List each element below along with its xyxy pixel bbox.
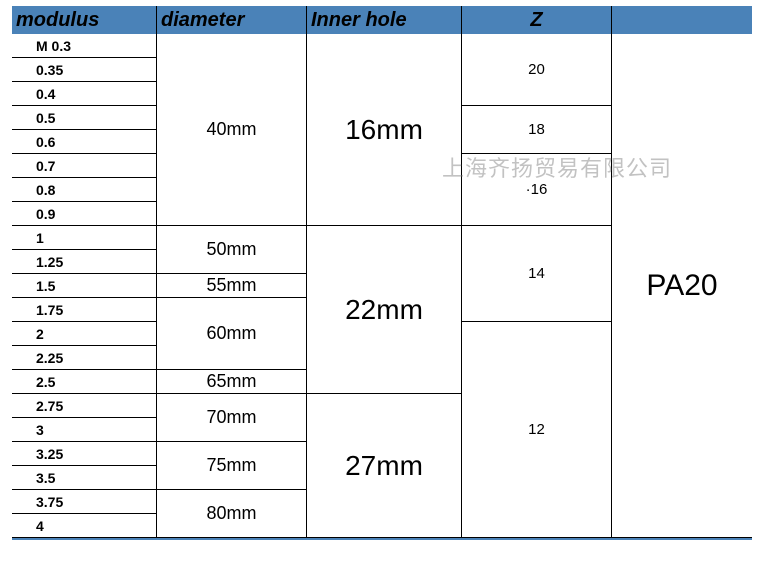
header-modulus: modulus [12,6,157,34]
modulus-cell: 0.8 [12,178,157,202]
modulus-cell: 0.4 [12,82,157,106]
modulus-cell: 0.35 [12,58,157,82]
diameter-cell: 50mm [157,226,307,274]
inner-hole-cell: 27mm [307,394,462,538]
modulus-cell: 2.75 [12,394,157,418]
modulus-cell: 1.75 [12,298,157,322]
z-cell: ·16 [462,154,612,226]
modulus-cell: 0.5 [12,106,157,130]
diameter-cell: 75mm [157,442,307,490]
z-cell: 20 [462,34,612,106]
inner-hole-cell: 16mm [307,34,462,226]
table-body: M 0.30.350.40.50.60.70.80.911.251.51.752… [12,34,752,538]
modulus-cell: 3.5 [12,466,157,490]
diameter-cell: 40mm [157,34,307,226]
modulus-cell: M 0.3 [12,34,157,58]
table-header-row: modulus diameter Inner hole Z [12,6,752,34]
z-cell: 14 [462,226,612,322]
inner-hole-column: 16mm22mm27mm [307,34,462,538]
diameter-column: 40mm50mm55mm60mm65mm70mm75mm80mm [157,34,307,538]
modulus-cell: 0.7 [12,154,157,178]
modulus-cell: 1.5 [12,274,157,298]
modulus-cell: 2.5 [12,370,157,394]
inner-hole-cell: 22mm [307,226,462,394]
z-cell: 18 [462,106,612,154]
modulus-cell: 3.25 [12,442,157,466]
modulus-cell: 3 [12,418,157,442]
modulus-cell: 4 [12,514,157,538]
pa-cell: PA20 [612,34,752,538]
modulus-column: M 0.30.350.40.50.60.70.80.911.251.51.752… [12,34,157,538]
modulus-cell: 3.75 [12,490,157,514]
diameter-cell: 70mm [157,394,307,442]
modulus-cell: 0.6 [12,130,157,154]
header-z: Z [462,6,612,34]
header-diameter: diameter [157,6,307,34]
modulus-cell: 2 [12,322,157,346]
pa-column: PA20 [612,34,752,538]
modulus-cell: 1.25 [12,250,157,274]
modulus-cell: 1 [12,226,157,250]
header-inner-hole: Inner hole [307,6,462,34]
header-pa [612,6,752,34]
diameter-cell: 80mm [157,490,307,538]
specification-table: modulus diameter Inner hole Z M 0.30.350… [12,6,752,540]
z-column: 2018·161412 [462,34,612,538]
diameter-cell: 65mm [157,370,307,394]
modulus-cell: 0.9 [12,202,157,226]
modulus-cell: 2.25 [12,346,157,370]
diameter-cell: 60mm [157,298,307,370]
z-cell: 12 [462,322,612,538]
diameter-cell: 55mm [157,274,307,298]
